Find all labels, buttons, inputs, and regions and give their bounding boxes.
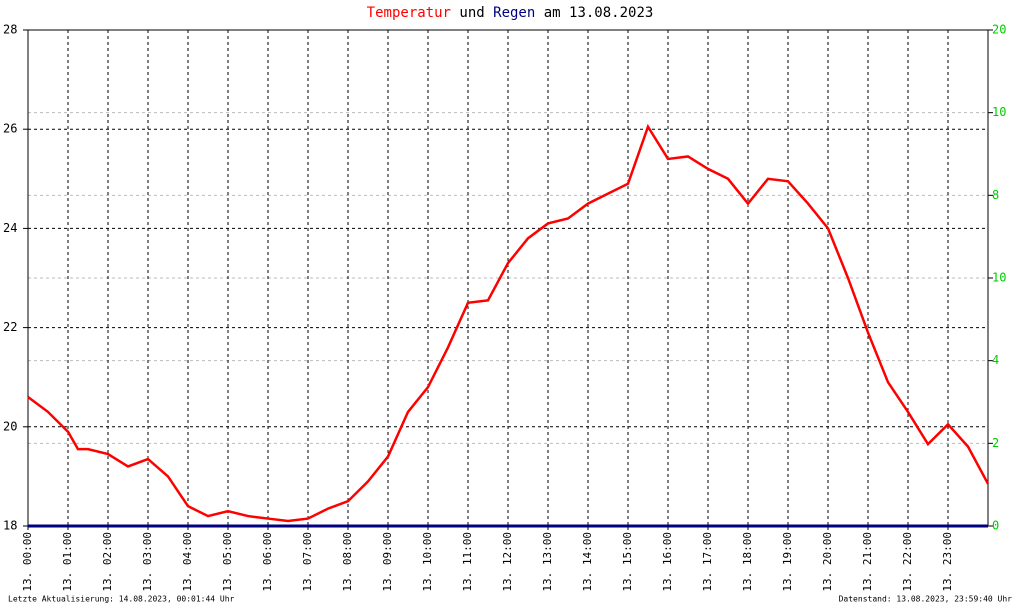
y2-tick-label: 0 [992, 519, 999, 533]
x-tick-label: 13. 06:00 [261, 532, 274, 592]
y-tick-label: 20 [3, 419, 17, 433]
title-part: Temperatur [367, 5, 451, 21]
y2-tick-label: 10 [992, 271, 1006, 285]
x-tick-label: 13. 03:00 [141, 532, 154, 592]
y-tick-label: 18 [3, 519, 17, 533]
x-tick-label: 13. 19:00 [781, 532, 794, 592]
x-tick-label: 13. 00:00 [21, 532, 34, 592]
x-tick-label: 13. 10:00 [421, 532, 434, 592]
x-tick-label: 13. 17:00 [701, 532, 714, 592]
x-tick-label: 13. 20:00 [821, 532, 834, 592]
title-part: am 13.08.2023 [544, 5, 654, 21]
y2-tick-label: 4 [992, 353, 999, 367]
y2-tick-label: 2 [992, 436, 999, 450]
x-tick-label: 13. 15:00 [621, 532, 634, 592]
y-tick-label: 26 [3, 122, 17, 136]
x-tick-label: 13. 09:00 [381, 532, 394, 592]
footer-right: Datenstand: 13.08.2023, 23:59:40 Uhr [839, 595, 1013, 604]
x-tick-label: 13. 18:00 [741, 532, 754, 592]
x-tick-label: 13. 12:00 [501, 532, 514, 592]
x-tick-label: 13. 05:00 [221, 532, 234, 592]
chart-title: Temperatur und Regen am 13.08.2023 [367, 5, 654, 21]
x-tick-label: 13. 13:00 [541, 532, 554, 592]
series-line [27, 123, 990, 523]
y2-tick-label: 8 [992, 188, 999, 202]
title-part: Regen [493, 5, 535, 21]
x-tick-label: 13. 16:00 [661, 532, 674, 592]
footer-left: Letzte Aktualisierung: 14.08.2023, 00:01… [8, 595, 235, 604]
y-tick-label: 24 [3, 221, 17, 235]
y2-tick-label: 20 [992, 23, 1006, 37]
x-tick-label: 13. 04:00 [181, 532, 194, 592]
x-tick-label: 13. 14:00 [581, 532, 594, 592]
x-tick-label: 13. 23:00 [941, 532, 954, 592]
x-tick-label: 13. 02:00 [101, 532, 114, 592]
x-tick-label: 13. 22:00 [901, 532, 914, 592]
title-part: und [459, 5, 484, 21]
x-tick-label: 13. 08:00 [341, 532, 354, 592]
x-tick-label: 13. 01:00 [61, 532, 74, 592]
y2-tick-label: 10 [992, 105, 1006, 119]
x-tick-label: 13. 11:00 [461, 532, 474, 592]
x-tick-label: 13. 07:00 [301, 532, 314, 592]
y-tick-label: 22 [3, 320, 17, 334]
x-tick-label: 13. 21:00 [861, 532, 874, 592]
y-tick-label: 28 [3, 23, 17, 37]
